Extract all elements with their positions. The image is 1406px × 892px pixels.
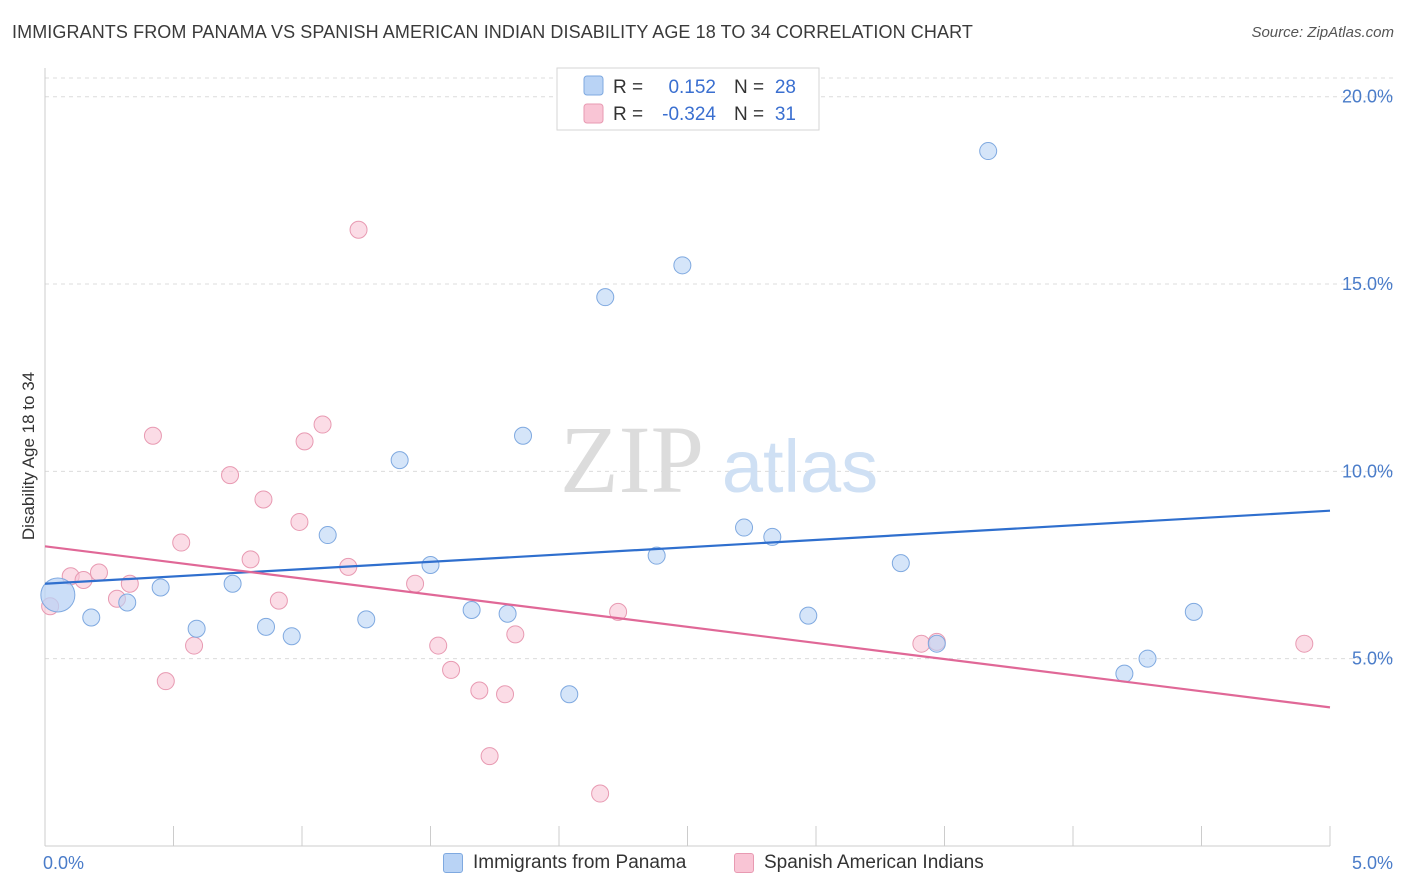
legend-swatch-panama: [443, 853, 463, 873]
legend-n-value-1: 28: [775, 77, 796, 98]
watermark: ZIP atlas: [560, 406, 878, 513]
legend-r-value-1: 0.152: [668, 77, 716, 98]
point-pink-14: [290, 512, 309, 531]
point-pink-7: [156, 672, 175, 691]
point-pink-3: [89, 563, 108, 582]
point-blue-27: [1184, 602, 1203, 621]
point-blue-21: [799, 606, 818, 625]
point-pink-10: [221, 466, 240, 485]
point-blue-8: [318, 526, 337, 545]
point-pink-26: [591, 784, 610, 803]
trend-line-pink: [44, 545, 1331, 709]
point-blue-18: [673, 256, 692, 275]
y-tick-label-2: 15.0%: [1342, 274, 1393, 294]
point-blue-9: [357, 610, 376, 629]
point-pink-22: [470, 681, 489, 700]
legend-item-spanish-american-indians: Spanish American Indians: [734, 852, 984, 874]
point-blue-19: [735, 518, 754, 537]
point-pink-28: [912, 634, 931, 653]
source-credit: Source: ZipAtlas.com: [1251, 24, 1394, 41]
point-blue-15: [560, 685, 579, 704]
point-pink-18: [349, 220, 368, 239]
point-pink-11: [241, 550, 260, 569]
point-blue-16: [596, 288, 615, 307]
y-tick-label-1: 10.0%: [1342, 461, 1393, 481]
series-legend: Immigrants from Panama Spanish American …: [0, 850, 1406, 880]
legend-n-label-2: N =: [734, 104, 764, 125]
correlation-legend: R = 0.152 N = 28 R = -0.324 N = 31: [556, 67, 820, 131]
y-axis-label: Disability Age 18 to 34: [19, 372, 38, 540]
legend-swatch-blue: [583, 75, 604, 96]
point-pink-13: [269, 591, 288, 610]
legend-r-value-2: -0.324: [662, 104, 716, 125]
point-blue-12: [462, 600, 481, 619]
point-blue-14: [514, 426, 533, 445]
point-pink-12: [254, 490, 273, 509]
legend-r-label-2: R =: [613, 104, 643, 125]
tick-labels: 5.0% 10.0% 15.0% 20.0% 0.0% 5.0%: [43, 87, 1393, 873]
watermark-zip: ZIP: [560, 406, 704, 513]
point-blue-24: [979, 142, 998, 161]
point-pink-30: [1295, 634, 1314, 653]
watermark-atlas: atlas: [722, 425, 878, 508]
trend-line-blue: [44, 509, 1331, 585]
point-blue-10: [390, 451, 409, 470]
point-pink-9: [185, 636, 204, 655]
point-pink-23: [480, 747, 499, 766]
trend-lines: [44, 509, 1331, 709]
point-blue-1: [82, 608, 101, 627]
point-pink-8: [172, 533, 191, 552]
legend-label-panama: Immigrants from Panama: [473, 852, 687, 873]
point-pink-25: [506, 625, 525, 644]
point-blue-7: [282, 627, 301, 646]
point-blue-17: [647, 546, 666, 565]
point-pink-20: [429, 636, 448, 655]
point-pink-15: [295, 432, 314, 451]
x-tick-label-0: 0.0%: [43, 853, 84, 873]
legend-swatch-spanish-american-indians: [734, 853, 754, 873]
legend-label-spanish-american-indians: Spanish American Indians: [764, 852, 984, 873]
point-blue-26: [1138, 649, 1157, 668]
point-blue-2: [118, 593, 137, 612]
x-tick-label-1: 5.0%: [1352, 853, 1393, 873]
point-pink-19: [406, 574, 425, 593]
point-pink-16: [313, 415, 332, 434]
point-pink-21: [442, 660, 461, 679]
point-blue-4: [187, 619, 206, 638]
legend-n-value-2: 31: [775, 104, 796, 125]
y-tick-label-0: 5.0%: [1352, 649, 1393, 669]
legend-r-label-1: R =: [613, 77, 643, 98]
point-blue-25: [1115, 664, 1134, 683]
y-tick-label-3: 20.0%: [1342, 87, 1393, 107]
point-pink-2: [74, 571, 93, 590]
point-blue-3: [151, 578, 170, 597]
point-blue-22: [891, 554, 910, 573]
point-pink-24: [496, 685, 515, 704]
series-immigrants-from-panama: [40, 142, 1203, 704]
point-blue-13: [498, 604, 517, 623]
point-blue-23: [927, 634, 946, 653]
legend-swatch-pink: [583, 103, 604, 124]
point-blue-6: [257, 617, 276, 636]
legend-item-panama: Immigrants from Panama: [443, 852, 686, 874]
point-pink-27: [609, 602, 628, 621]
point-blue-11: [421, 556, 440, 575]
legend-n-label-1: N =: [734, 77, 764, 98]
axes: [44, 68, 1331, 847]
point-blue-5: [223, 574, 242, 593]
point-blue-0: [40, 577, 76, 613]
chart-title: IMMIGRANTS FROM PANAMA VS SPANISH AMERIC…: [12, 22, 973, 42]
point-pink-6: [143, 426, 162, 445]
